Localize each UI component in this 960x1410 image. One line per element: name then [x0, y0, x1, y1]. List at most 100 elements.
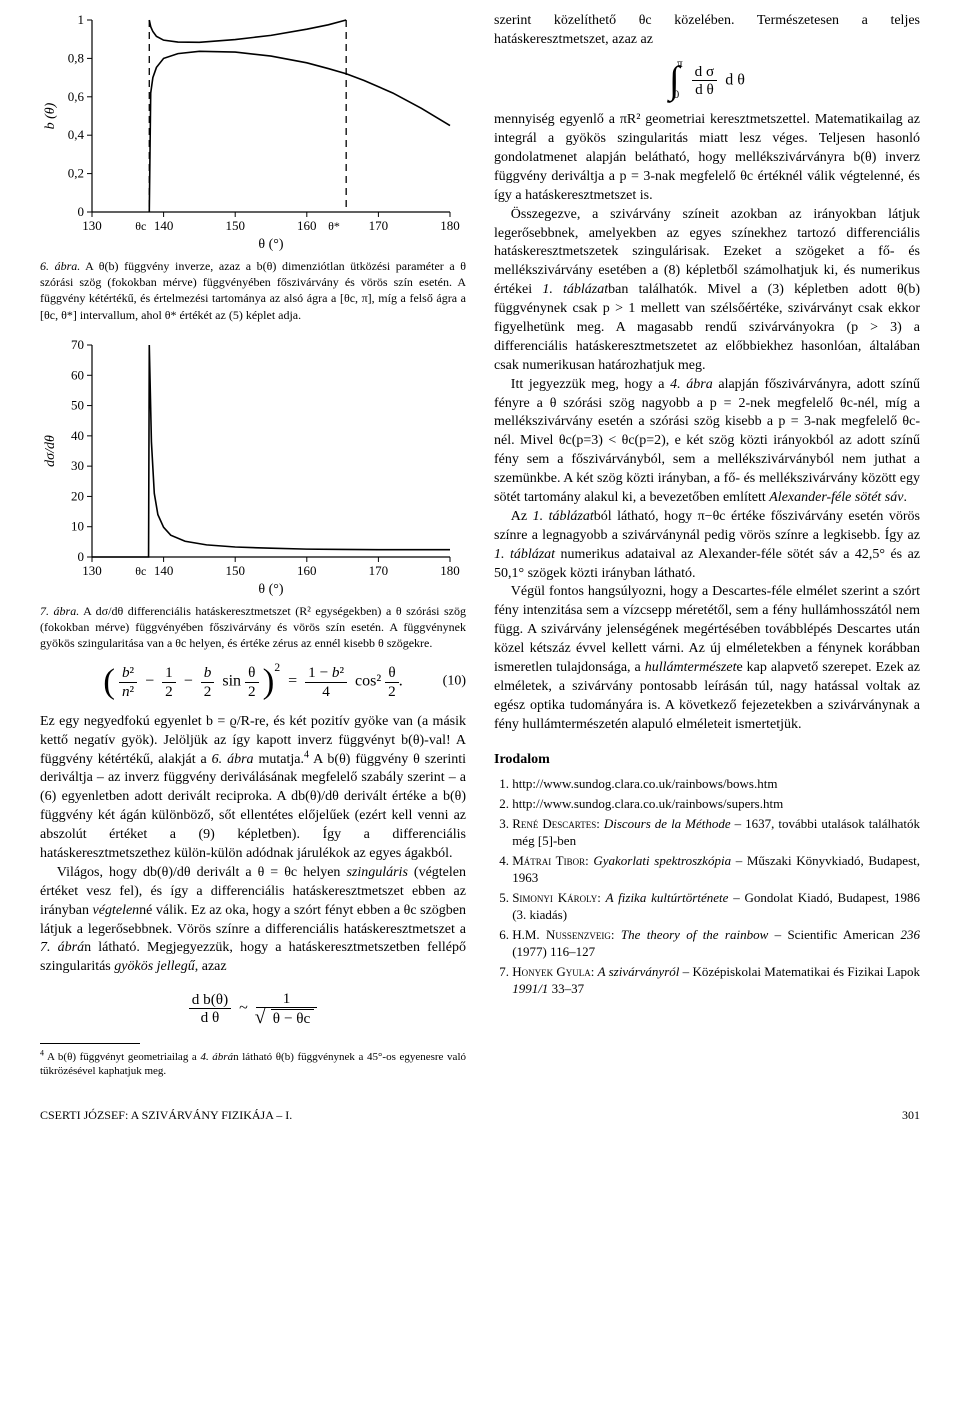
r4e: . — [903, 490, 907, 505]
p1d: A b(θ) függvény θ szerinti deriváltja – … — [40, 752, 466, 861]
svg-text:0,6: 0,6 — [68, 89, 85, 104]
fig6-svg: 00,20,40,60,81130140150160170180b (θ)θ (… — [40, 12, 460, 252]
svg-text:0,8: 0,8 — [68, 50, 84, 65]
svg-text:20: 20 — [71, 488, 84, 503]
page-footer: CSERTI JÓZSEF: A SZIVÁRVÁNY FIZIKÁJA – I… — [40, 1107, 920, 1123]
p2d: végtelen — [93, 903, 140, 918]
p2b: szinguláris — [346, 865, 407, 880]
r4b: 4. ábra — [670, 377, 713, 392]
svg-text:dσ/dθ: dσ/dθ — [43, 435, 58, 467]
int-dv: d θ — [725, 71, 745, 88]
footer-right: 301 — [902, 1107, 920, 1123]
eq10-num: (10) — [443, 673, 466, 692]
p2a: Világos, hogy db(θ)/dθ derivált a θ = θc… — [57, 865, 347, 880]
sg-den: d θ — [189, 1009, 231, 1025]
ref-item: H.M. Nussenzveig: The theory of the rain… — [512, 926, 920, 961]
int-num: d σ — [692, 64, 718, 81]
svg-text:130: 130 — [82, 218, 102, 233]
ref-item: Mátrai Tibor: Gyakorlati spektroszkópia … — [512, 852, 920, 887]
r4a: Itt jegyezzük meg, hogy a — [511, 377, 670, 392]
references-heading: Irodalom — [494, 751, 920, 770]
svg-text:10: 10 — [71, 518, 84, 533]
fig7-svg: 0 10 20 30 40 50 60 70 130 140 150 160 170 180 dσ/dθ θ … — [40, 337, 460, 597]
svg-text:160: 160 — [297, 218, 317, 233]
svg-text:30: 30 — [71, 458, 84, 473]
svg-text:140: 140 — [154, 218, 174, 233]
int-den: d θ — [692, 81, 718, 97]
right-column: szerint közelíthető θc közelében. Termés… — [494, 12, 920, 1079]
sg-rd: θ − θc — [271, 1009, 314, 1026]
r5b: 1. táblázat — [533, 509, 594, 524]
fig6-text: A θ(b) függvény inverze, azaz a b(θ) dim… — [40, 259, 466, 322]
equation-10: ( b²n² − 12 − b2 sin θ2 )2 = 1 − b²4 cos… — [40, 665, 466, 698]
svg-text:0: 0 — [78, 549, 85, 564]
footer-left: CSERTI JÓZSEF: A SZIVÁRVÁNY FIZIKÁJA – I… — [40, 1107, 292, 1123]
fig6-num: 6. ábra. — [40, 259, 80, 273]
figure-6-chart: 00,20,40,60,81130140150160170180b (θ)θ (… — [40, 12, 466, 252]
int-lo: 0 — [674, 88, 680, 103]
svg-text:1: 1 — [78, 12, 85, 27]
svg-text:θc: θc — [135, 219, 146, 233]
fig7-num: 7. ábra. — [40, 604, 79, 618]
ref-item: http://www.sundog.clara.co.uk/rainbows/b… — [512, 775, 920, 793]
svg-text:140: 140 — [154, 563, 174, 578]
r6b: hullámtermészet — [645, 660, 737, 675]
svg-text:50: 50 — [71, 397, 84, 412]
r-para-2: mennyiség egyenlő a πR² geometriai keres… — [494, 111, 920, 205]
figure-6-caption: 6. ábra. A θ(b) függvény inverze, azaz a… — [40, 258, 466, 323]
svg-text:180: 180 — [440, 218, 460, 233]
svg-text:40: 40 — [71, 428, 84, 443]
svg-text:150: 150 — [225, 218, 245, 233]
svg-text:0,4: 0,4 — [68, 127, 85, 142]
svg-text:170: 170 — [369, 563, 389, 578]
p1c: mutatja. — [254, 752, 304, 767]
sg-num: d b(θ) — [189, 992, 231, 1009]
svg-text:0: 0 — [78, 204, 85, 219]
p2g: n látható. Megjegyezzük, hogy a hatásker… — [40, 940, 466, 974]
ref-item: Simonyi Károly: A fizika kultúrtörténete… — [512, 889, 920, 924]
fig7-text: A dσ/dθ differenciális hatáskeresztmetsz… — [40, 604, 466, 650]
page-columns: 0 0,2 0,4 0,6 0,8 1 130 140 150 160 170 180 b (θ) θ (… — [40, 12, 920, 1079]
svg-text:160: 160 — [297, 563, 317, 578]
sg-sim: ~ — [239, 1000, 248, 1017]
svg-text:60: 60 — [71, 367, 84, 382]
para-1: Ez egy negyedfokú egyenlet b = ϱ/R-re, é… — [40, 713, 466, 864]
figure-7-caption: 7. ábra. A dσ/dθ differenciális hatásker… — [40, 603, 466, 652]
fn-b: 4. ábrá — [200, 1051, 233, 1063]
p2h: gyökös jellegű — [114, 959, 194, 974]
p1b: 6. ábra — [212, 752, 254, 767]
int-hi: π — [677, 57, 683, 72]
r5d: 1. táblázat — [494, 547, 555, 562]
svg-text:70: 70 — [71, 337, 84, 352]
r-para-1: szerint közelíthető θc közelében. Termés… — [494, 12, 920, 50]
r5e: numerikus adataival az Alexander-féle sö… — [494, 547, 920, 581]
r-para-5: Az 1. táblázatból látható, hogy π−θc ért… — [494, 508, 920, 584]
p2i: , azaz — [195, 959, 227, 974]
ref-item: http://www.sundog.clara.co.uk/rainbows/s… — [512, 795, 920, 813]
figure-7-chart: 0 10 20 30 40 50 60 70 130 140 150 160 170 180 dσ/dθ θ … — [40, 337, 466, 597]
svg-text:b (θ): b (θ) — [43, 102, 58, 129]
svg-text:170: 170 — [369, 218, 389, 233]
footnote-rule — [40, 1043, 140, 1044]
svg-text:150: 150 — [225, 563, 245, 578]
svg-text:130: 130 — [82, 563, 102, 578]
svg-text:0,2: 0,2 — [68, 166, 84, 181]
p2f: 7. ábrá — [40, 940, 84, 955]
left-column: 0 0,2 0,4 0,6 0,8 1 130 140 150 160 170 180 b (θ) θ (… — [40, 12, 466, 1079]
svg-text:θ*: θ* — [328, 219, 340, 233]
ref-item: Honyek Gyula: A szivárványról – Középisk… — [512, 963, 920, 998]
svg-text:θ (°): θ (°) — [258, 582, 283, 597]
svg-text:180: 180 — [440, 563, 460, 578]
r4c: alapján főszivárványra, adott színű fény… — [494, 377, 920, 505]
r-para-6: Végül fontos hangsúlyozni, hogy a Descar… — [494, 583, 920, 734]
para-2: Világos, hogy db(θ)/dθ derivált a θ = θc… — [40, 864, 466, 977]
equation-singularity: d b(θ) d θ ~ 1 θ − θc — [40, 991, 466, 1026]
r3b: 1. táblázat — [542, 282, 608, 297]
footnote-4: 4 A b(θ) függvényt geometriailag a 4. áb… — [40, 1050, 466, 1080]
ref-item: René Descartes: Discours de la Méthode –… — [512, 815, 920, 850]
r-para-4: Itt jegyezzük meg, hogy a 4. ábra alapjá… — [494, 376, 920, 508]
r5a: Az — [511, 509, 533, 524]
equation-integral: π ∫ 0 d σ d θ d θ — [494, 64, 920, 97]
svg-text:θc: θc — [135, 564, 146, 578]
fn-a: A b(θ) függvényt geometriailag a — [44, 1051, 200, 1063]
